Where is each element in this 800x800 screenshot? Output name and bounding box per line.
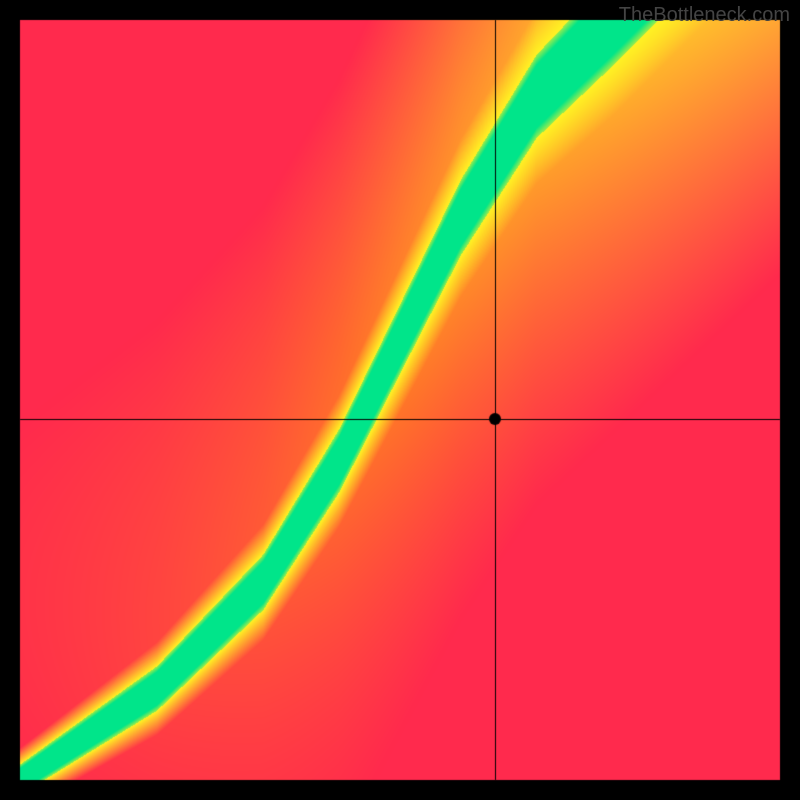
overlay-canvas: [0, 0, 800, 800]
chart-container: TheBottleneck.com: [0, 0, 800, 800]
watermark-text: TheBottleneck.com: [619, 4, 790, 27]
